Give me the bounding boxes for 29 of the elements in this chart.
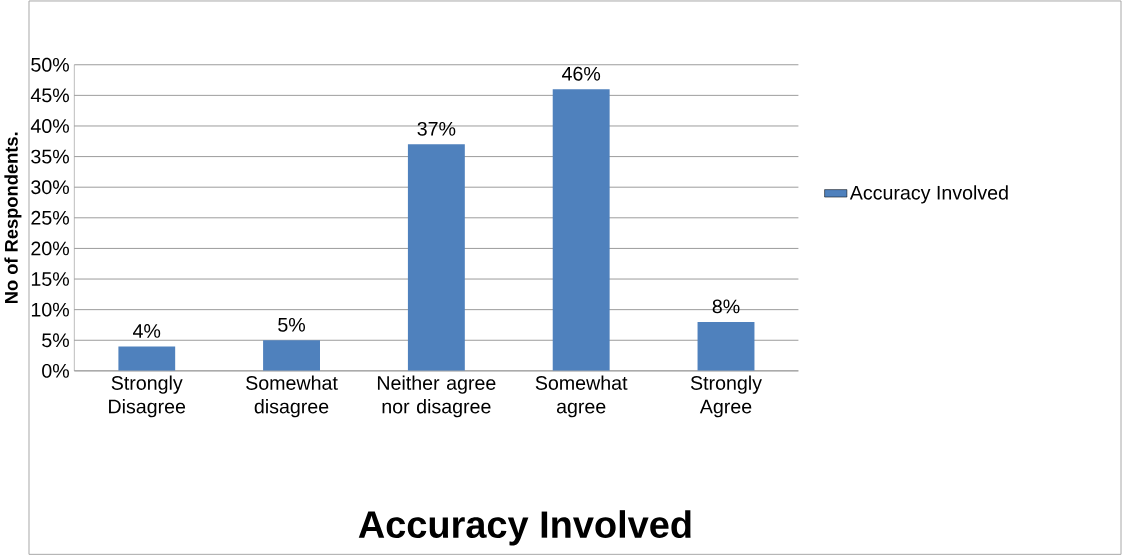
y-tick-label: 30% [31,180,69,194]
bar [263,340,320,371]
bar [118,346,176,371]
y-tick-label: 40% [30,118,69,133]
y-tick-label: 5% [42,333,69,347]
bar [697,321,755,371]
x-tick-label: Somewhat disagree [246,375,338,418]
x-tick-label: Strongly Disagree [109,375,186,418]
x-tick-label: Neither agree nor disagree [377,375,496,418]
y-axis-title: No of Respondents. [4,132,22,303]
y-tick-label: 0% [42,363,69,378]
text: Accuracy Involved [358,510,691,546]
y-tick-label: 15% [31,271,69,286]
y-tick-label: 10% [31,302,69,317]
data-label: 8% [712,299,740,314]
data-label: 5% [278,317,306,332]
y-tick-label: 20% [31,241,69,256]
y-tick-label: 50% [31,57,69,72]
x-tick-label: Strongly Agree [690,375,762,418]
x-tick-label: Somewhat agree [535,375,628,418]
bar [552,89,610,371]
bar [407,144,465,371]
y-tick-label: 25% [31,210,69,225]
y-tick-label: 45% [30,88,69,103]
y-tick-label: 35% [31,149,69,164]
data-label: 37% [417,121,456,136]
data-label: 4% [133,323,161,338]
data-label: 46% [562,66,601,81]
legend-label: Accuracy Involved [849,185,1008,204]
